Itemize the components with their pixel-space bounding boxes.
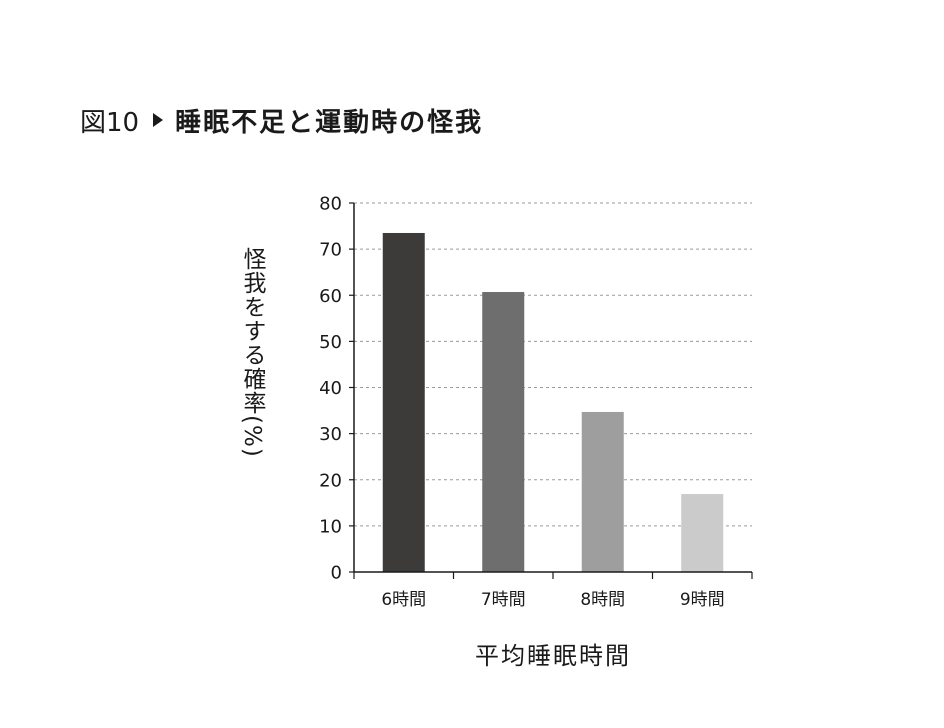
x-tick-label: 6時間 <box>381 590 426 610</box>
x-axis-label: 平均睡眠時間 <box>475 642 631 670</box>
figure-title: 図10 睡眠不足と運動時の怪我 <box>80 100 483 140</box>
bar <box>482 292 525 572</box>
y-axis-label: 怪我をする確率(%) <box>239 247 265 458</box>
y-tick-label: 0 <box>331 563 342 584</box>
y-tick-label: 20 <box>319 470 342 491</box>
bar <box>382 232 425 572</box>
bar <box>581 411 624 572</box>
y-tick-label: 70 <box>319 240 342 261</box>
figure-caption: 睡眠不足と運動時の怪我 <box>175 107 484 138</box>
bar <box>681 494 724 572</box>
y-tick-label: 50 <box>319 332 342 353</box>
y-tick-label: 60 <box>319 286 342 307</box>
y-tick-label: 30 <box>319 424 342 445</box>
x-tick-label: 7時間 <box>481 590 526 610</box>
x-tick-label: 8時間 <box>580 590 625 610</box>
y-tick-label: 10 <box>319 516 342 537</box>
x-tick-label: 9時間 <box>680 590 725 610</box>
triangle-right-icon <box>153 113 164 127</box>
y-tick-label: 80 <box>319 194 342 215</box>
y-tick-label: 40 <box>319 378 342 399</box>
figure-number: 図10 <box>80 107 140 138</box>
